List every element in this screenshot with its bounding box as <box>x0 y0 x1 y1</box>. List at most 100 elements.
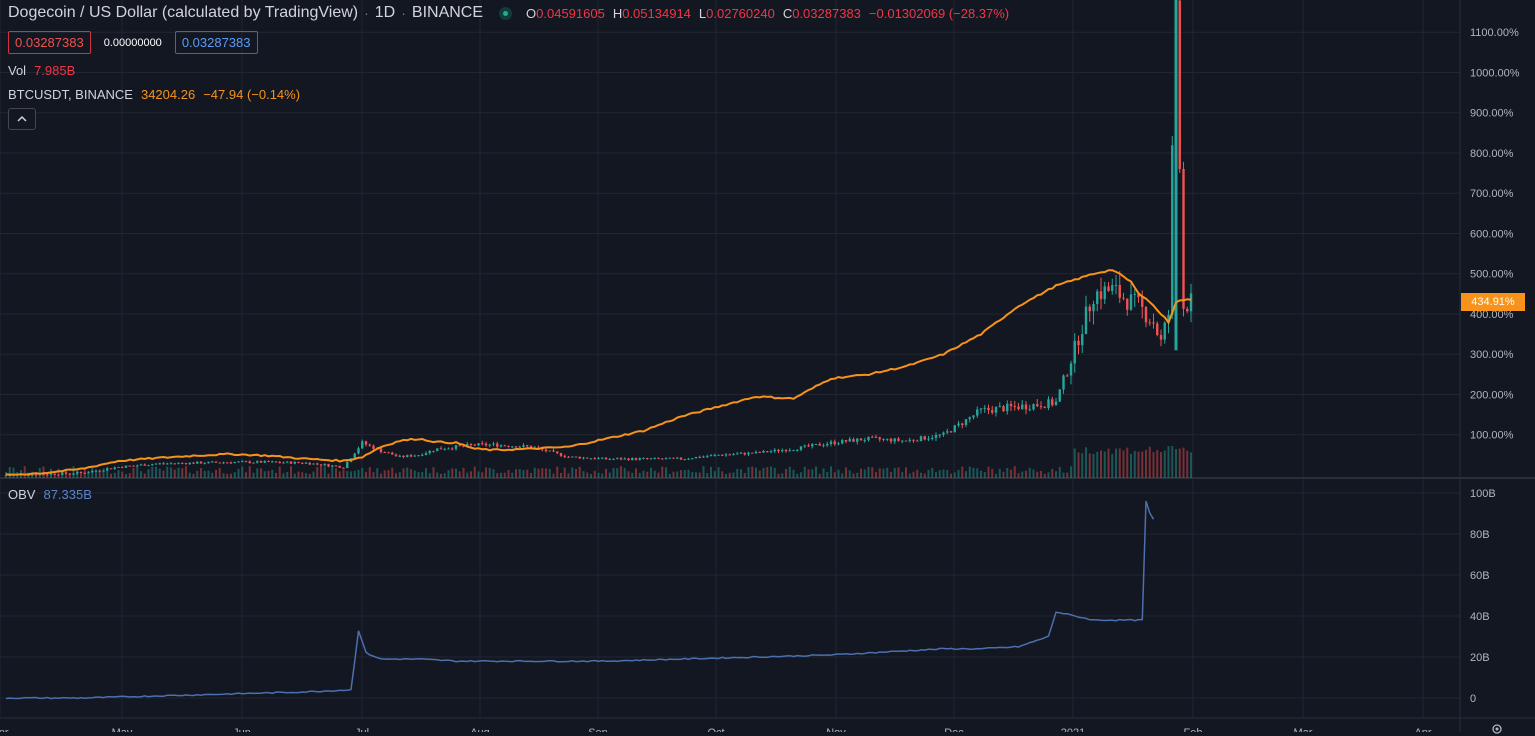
volume-bar <box>421 472 424 478</box>
volume-bar <box>650 467 652 478</box>
volume-bar <box>1107 448 1110 478</box>
volume-bar <box>1171 446 1174 478</box>
volume-bar <box>590 473 592 478</box>
candle-body <box>158 463 161 465</box>
y-tick-label: 100.00% <box>1470 430 1514 442</box>
candle-body <box>117 466 120 468</box>
y-tick-label: 200.00% <box>1470 389 1514 401</box>
volume-bar <box>305 473 307 478</box>
volume-bar <box>327 473 330 478</box>
candle-body <box>571 456 574 458</box>
compare-price: 34204.26 <box>140 87 196 102</box>
volume-bar <box>365 471 367 478</box>
volume-bar <box>661 466 664 478</box>
volume-bar <box>222 473 225 478</box>
candle-body <box>162 463 165 465</box>
volume-bar <box>721 471 724 478</box>
candle-body <box>537 447 540 449</box>
candle-body <box>957 423 960 426</box>
candle-body <box>942 432 945 435</box>
buy-price-box[interactable]: 0.03287383 <box>174 31 258 54</box>
candle-body <box>679 457 683 460</box>
market-status-icon[interactable] <box>499 6 513 20</box>
volume-bar <box>860 468 862 478</box>
volume-bar <box>166 466 169 478</box>
volume-bar <box>248 466 251 478</box>
candle-body <box>1006 403 1009 412</box>
volume-value: 7.985B <box>34 63 76 78</box>
gear-icon[interactable] <box>1490 722 1504 736</box>
interval-separator: · <box>401 5 406 21</box>
volume-bar <box>162 470 165 478</box>
candle-body <box>211 461 214 463</box>
candle-body <box>961 423 964 425</box>
candle-body <box>953 425 956 433</box>
compare-legend[interactable]: BTCUSDT, BINANCE 34204.26 −47.94 (−0.14%… <box>8 87 300 102</box>
volume-bar <box>1036 471 1039 478</box>
candle-body <box>1036 404 1039 407</box>
candle-body <box>301 462 304 464</box>
volume-bar <box>1077 452 1080 478</box>
volume-bar <box>612 467 615 478</box>
candle-body <box>372 445 375 449</box>
candle-body <box>184 463 188 465</box>
candle-body <box>694 456 698 459</box>
symbol-title[interactable]: Dogecoin / US Dollar (calculated by Trad… <box>8 4 359 21</box>
y-tick-label: 500.00% <box>1470 269 1514 281</box>
candle-body <box>1081 334 1084 346</box>
candle-body <box>1163 322 1166 340</box>
volume-bar <box>1088 453 1091 478</box>
volume-bar <box>1092 453 1095 478</box>
volume-bar <box>833 472 836 478</box>
candle-body <box>274 461 278 463</box>
volume-bar <box>95 470 97 478</box>
exchange-label[interactable]: BINANCE <box>411 4 484 21</box>
volume-bar <box>53 473 56 478</box>
sell-price-box[interactable]: 0.03287383 <box>8 31 91 54</box>
volume-bar <box>983 472 986 478</box>
obv-legend[interactable]: OBV 87.335B <box>8 487 92 502</box>
candle-body <box>473 444 476 446</box>
x-tick-label: Oct <box>707 727 724 732</box>
volume-bar <box>27 472 30 478</box>
volume-bar <box>1152 452 1155 478</box>
volume-bar <box>260 468 262 478</box>
candle-body <box>417 455 420 457</box>
volume-bar <box>597 472 600 478</box>
candle-body <box>428 450 431 454</box>
symbol-legend[interactable]: Dogecoin / US Dollar (calculated by Trad… <box>8 4 1017 22</box>
volume-bar <box>1118 448 1121 478</box>
volume-bar <box>353 470 356 478</box>
candle-body <box>421 454 424 456</box>
volume-bar <box>747 466 750 478</box>
candle-body <box>642 458 645 460</box>
volume-bar <box>267 470 270 478</box>
volume-bar <box>376 468 379 478</box>
volume-bar <box>380 473 382 478</box>
candle-body <box>1039 406 1043 408</box>
interval-label[interactable]: 1D <box>374 4 396 21</box>
candle-body <box>79 472 83 474</box>
candle-body <box>826 443 829 446</box>
volume-bar <box>1085 447 1087 478</box>
candle-body <box>934 434 938 438</box>
volume-bar <box>991 468 994 478</box>
candle-body <box>893 438 896 442</box>
obv-y-tick-label: 0 <box>1470 693 1476 705</box>
volume-bar <box>601 473 604 478</box>
candle-body <box>192 462 195 464</box>
candle-body <box>604 457 608 460</box>
candle-body <box>908 439 911 441</box>
candle-body <box>312 463 315 465</box>
volume-legend[interactable]: Vol 7.985B <box>8 63 75 78</box>
volume-bar <box>338 471 341 478</box>
collapse-legend-button[interactable] <box>8 108 36 130</box>
candle-body <box>766 451 769 453</box>
volume-bar <box>102 468 105 478</box>
candle-body <box>837 443 840 445</box>
volume-bar <box>1070 466 1072 478</box>
candle-body <box>207 461 210 464</box>
volume-bar <box>121 471 124 478</box>
